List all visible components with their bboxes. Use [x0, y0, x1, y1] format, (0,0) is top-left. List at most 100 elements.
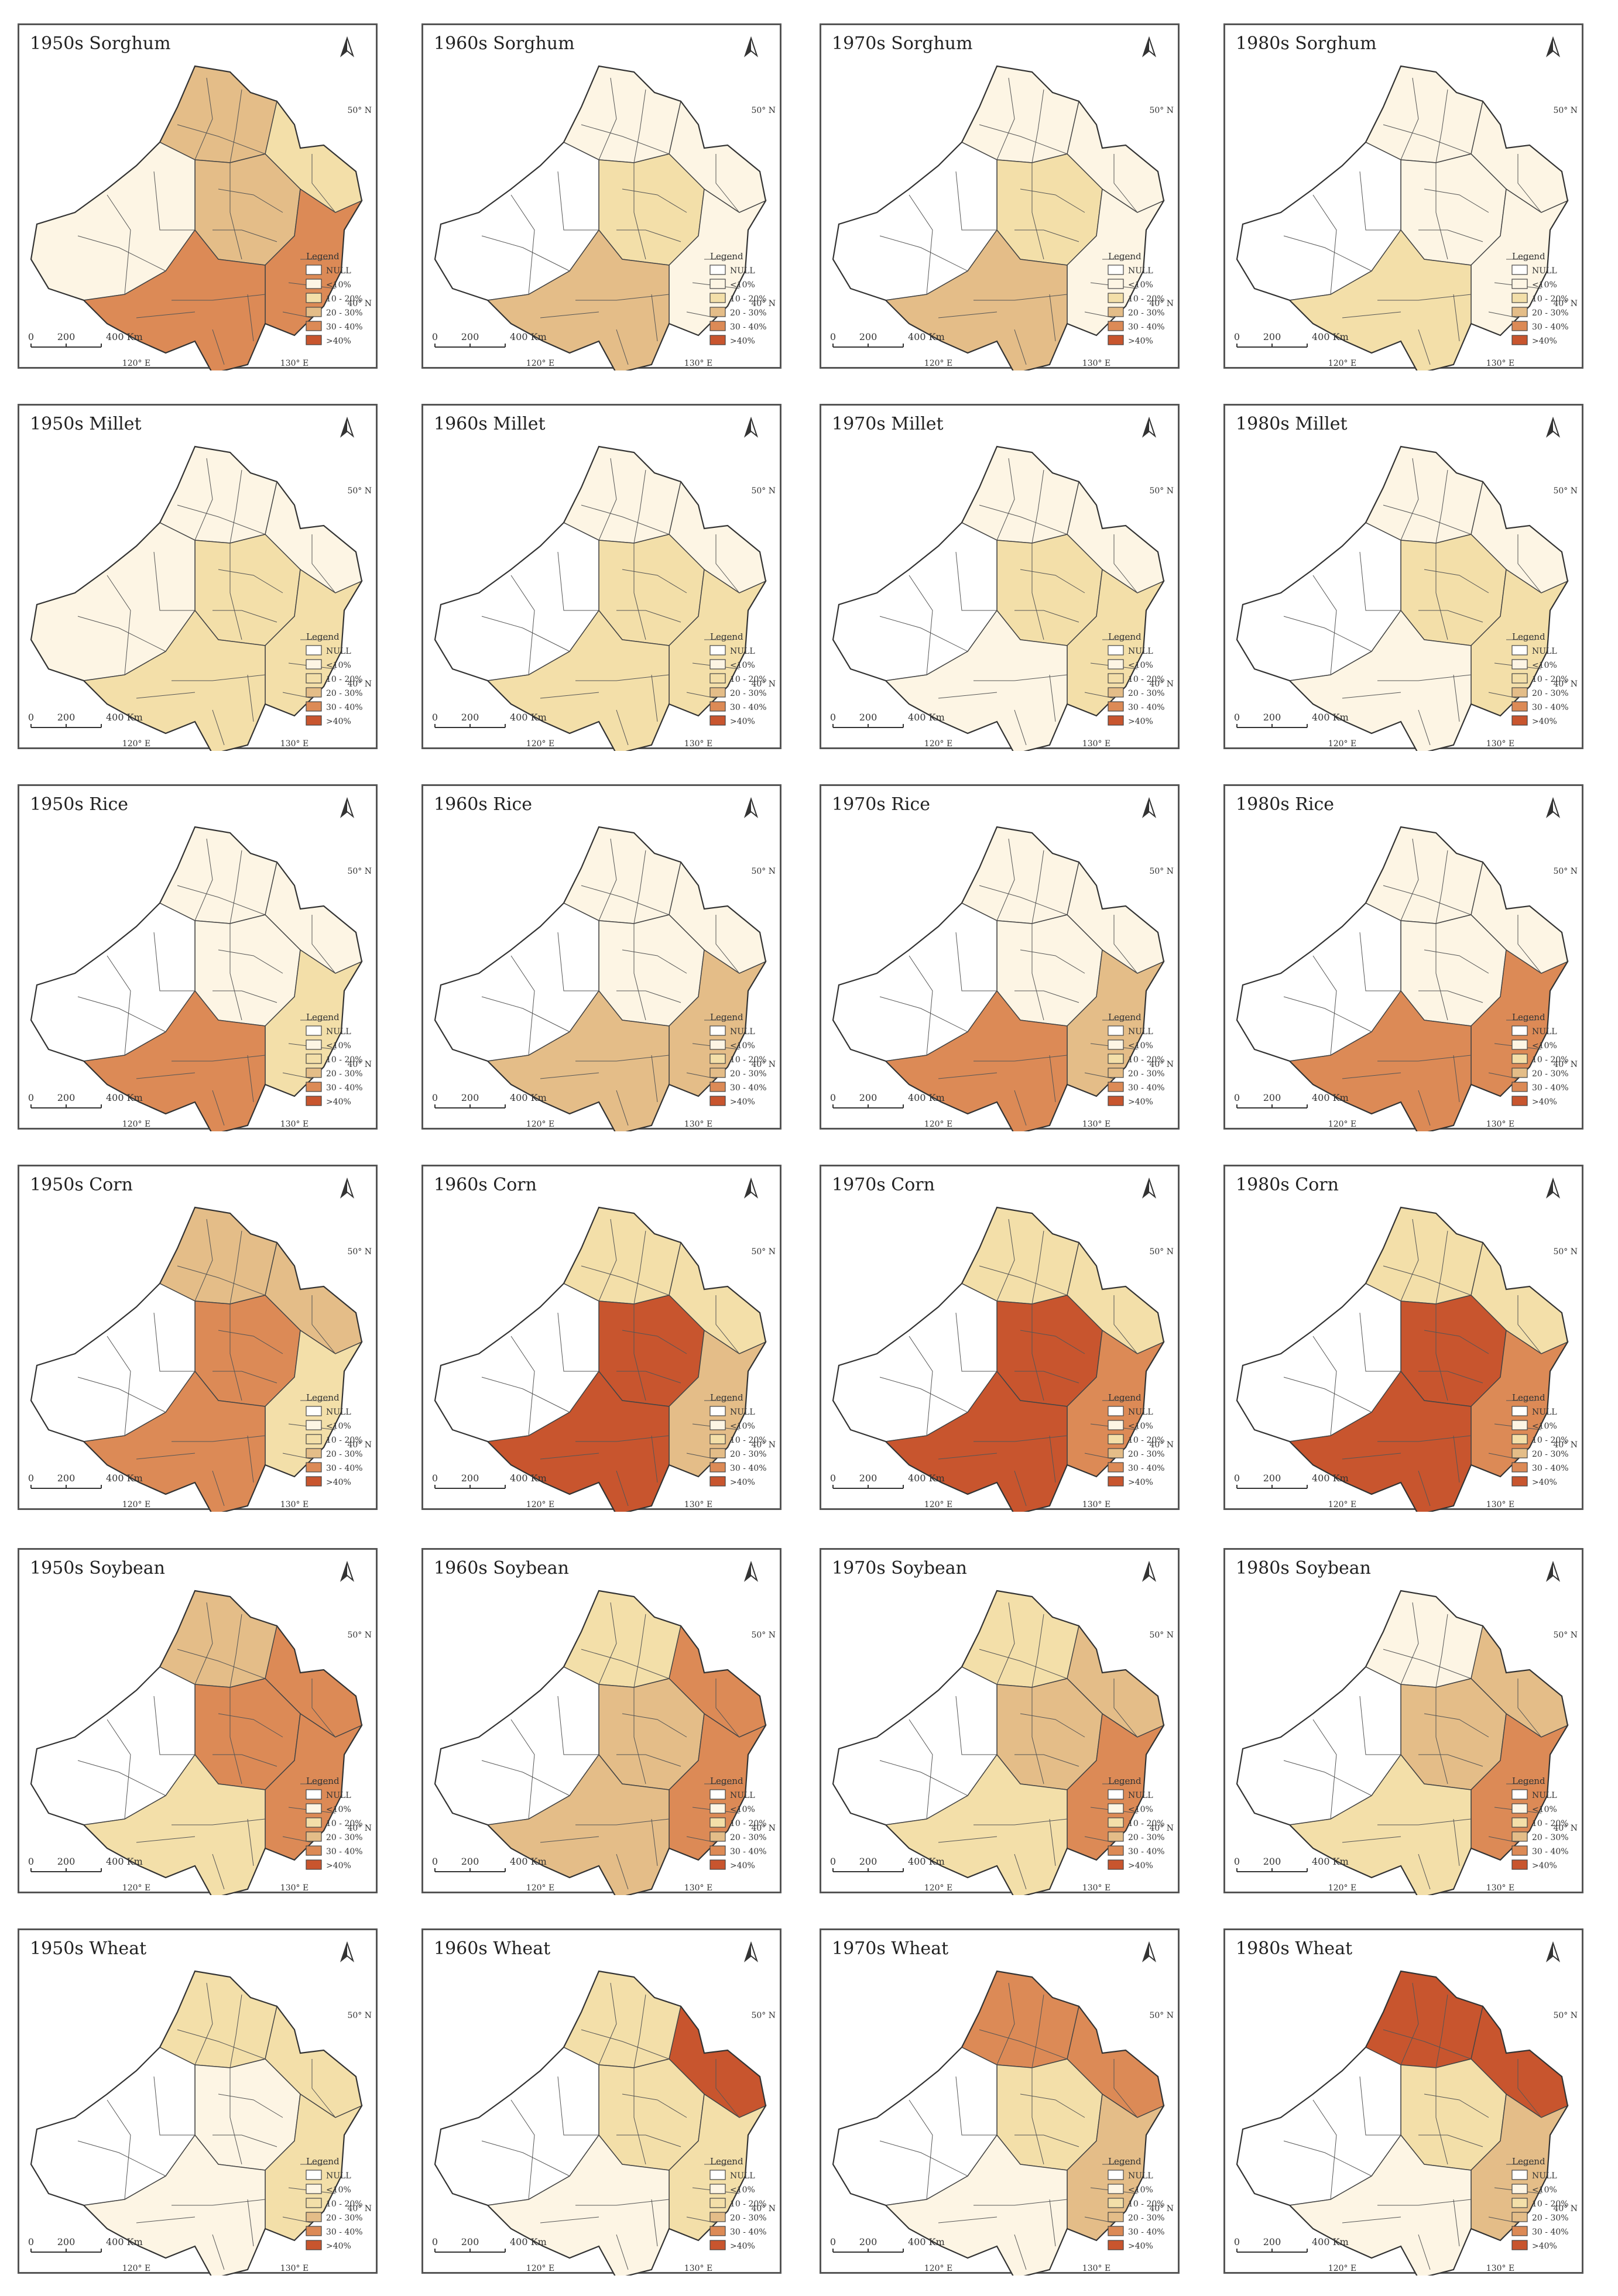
lon-label-right: 130° E [684, 1883, 712, 1893]
legend-label: NULL [1128, 1408, 1153, 1417]
lat-label-top: 50° N [347, 867, 372, 876]
legend-label: 10 - 20% [326, 2199, 363, 2209]
legend-swatch [1511, 2184, 1528, 2194]
legend-label: NULL [730, 1027, 755, 1037]
region-outline [434, 1590, 767, 1895]
legend-swatch [1108, 265, 1124, 275]
lon-label-right: 130° E [684, 739, 712, 749]
lon-label-right: 130° E [1082, 1883, 1110, 1893]
lon-label-left: 120° E [526, 1883, 554, 1893]
scale-label: 400 Km [106, 331, 143, 342]
legend-label: >40% [1532, 1478, 1557, 1487]
lon-label-left: 120° E [1328, 1500, 1356, 1509]
lon-label-right: 130° E [684, 1500, 712, 1509]
scale-label: 400 Km [106, 1092, 143, 1103]
legend-label: 20 - 30% [326, 689, 363, 698]
scale-label: 400 Km [510, 1856, 547, 1867]
lat-label-top: 50° N [347, 1631, 372, 1640]
lat-label-bottom: 40° N [751, 1824, 776, 1833]
legend-swatch [1511, 279, 1528, 289]
choropleth-map: 50° N 40° N 120° E 130° E 0 200 400 Km Legend NU… [432, 797, 776, 1131]
map-panel-1970s-millet: 1970s Millet 50° N 40° N 120° E 130° E 0 200 40… [820, 404, 1180, 751]
scale-label: 400 Km [510, 1092, 547, 1103]
lon-label-left: 120° E [526, 1120, 554, 1129]
lat-label-top: 50° N [751, 2011, 776, 2020]
legend-label: 30 - 40% [326, 1083, 363, 1093]
legend-label: <10% [326, 661, 351, 670]
legend-swatch [709, 2240, 726, 2250]
lon-label-left: 120° E [1328, 739, 1356, 749]
lat-label-bottom: 40° N [1149, 2204, 1174, 2213]
region-map [30, 445, 363, 751]
legend-swatch [1511, 1420, 1528, 1430]
lon-label-right: 130° E [1486, 1120, 1514, 1129]
legend-title: Legend [306, 1392, 340, 1403]
region-outline [832, 1970, 1165, 2276]
lon-label-right: 130° E [1082, 2264, 1110, 2273]
lat-label-top: 50° N [751, 1247, 776, 1257]
legend-swatch [709, 673, 726, 684]
lon-label-left: 120° E [924, 1120, 952, 1129]
legend-label: <10% [730, 280, 755, 290]
legend-label: 20 - 30% [1128, 1833, 1165, 1842]
scale-bar: 0 200 400 Km [830, 1473, 945, 1489]
legend-label: >40% [326, 337, 351, 346]
scale-label: 400 Km [1312, 1473, 1349, 1484]
map-panel-1960s-rice: 1960s Rice 50° N 40° N 120° E 130° E 0 200 400 … [421, 784, 781, 1131]
scale-label: 400 Km [510, 331, 547, 342]
legend-label: 10 - 20% [1128, 1819, 1165, 1828]
scale-label: 0 [28, 712, 34, 723]
legend: Legend NULL <10% 10 - 20% 20 - 30% 30 - 40% >4… [306, 632, 363, 726]
legend-swatch [1511, 1789, 1528, 1800]
legend-swatch [709, 701, 726, 712]
legend-label: 30 - 40% [326, 1464, 363, 1473]
legend-swatch [1108, 1420, 1124, 1430]
region-outline [434, 826, 767, 1131]
scale-label: 200 [859, 2236, 877, 2247]
lon-label-right: 130° E [280, 1883, 308, 1893]
region-map [832, 445, 1165, 751]
legend-label: NULL [326, 1791, 351, 1800]
scale-label: 400 Km [106, 712, 143, 723]
panel-title: 1950s Soybean [30, 1558, 166, 1578]
legend-label: 30 - 40% [1532, 703, 1569, 712]
legend-label: >40% [730, 1861, 755, 1871]
legend-swatch [709, 1803, 726, 1814]
scale-label: 0 [28, 1856, 34, 1867]
legend-label: 10 - 20% [1128, 294, 1165, 304]
scale-label: 400 Km [908, 2236, 945, 2247]
panel-title: 1950s Wheat [30, 1938, 147, 1959]
scale-label: 200 [57, 331, 76, 342]
lon-label-left: 120° E [924, 739, 952, 749]
legend-label: 30 - 40% [1128, 2228, 1165, 2237]
lat-label-bottom: 40° N [1553, 299, 1578, 308]
panel-title: 1960s Wheat [434, 1938, 551, 1959]
panel-title: 1950s Millet [30, 414, 142, 434]
region-map [832, 65, 1165, 370]
lat-label-top: 50° N [1149, 486, 1174, 496]
choropleth-map: 50° N 40° N 120° E 130° E 0 200 400 Km Legend NU… [28, 1560, 372, 1895]
legend-swatch [709, 1831, 726, 1842]
choropleth-map: 50° N 40° N 120° E 130° E 0 200 400 Km Legend NU… [830, 416, 1174, 751]
legend-label: >40% [730, 2242, 755, 2251]
region-outline [434, 1206, 767, 1512]
region-map [1236, 65, 1569, 370]
north-arrow-icon [743, 1560, 759, 1582]
scale-label: 400 Km [510, 1473, 547, 1484]
region-map [1236, 445, 1569, 751]
map-panel-1960s-wheat: 1960s Wheat 50° N 40° N 120° E 130° E 0 200 400… [421, 1928, 781, 2276]
legend-swatch [1108, 1803, 1124, 1814]
scale-label: 400 Km [510, 2236, 547, 2247]
legend: Legend NULL <10% 10 - 20% 20 - 30% 30 - 40% >4… [709, 632, 767, 726]
scale-label: 400 Km [908, 1092, 945, 1103]
legend-label: 30 - 40% [1532, 322, 1569, 332]
legend-label: 30 - 40% [730, 322, 767, 332]
choropleth-map: 50° N 40° N 120° E 130° E 0 200 400 Km Legend NU… [432, 1177, 776, 1512]
north-arrow-icon [743, 797, 759, 818]
legend-label: 20 - 30% [326, 308, 363, 318]
legend-label: 10 - 20% [730, 294, 767, 304]
region-outline [434, 445, 767, 751]
legend-label: 10 - 20% [1532, 1055, 1569, 1065]
lat-label-bottom: 40° N [1553, 2204, 1578, 2213]
lon-label-right: 130° E [1486, 2264, 1514, 2273]
